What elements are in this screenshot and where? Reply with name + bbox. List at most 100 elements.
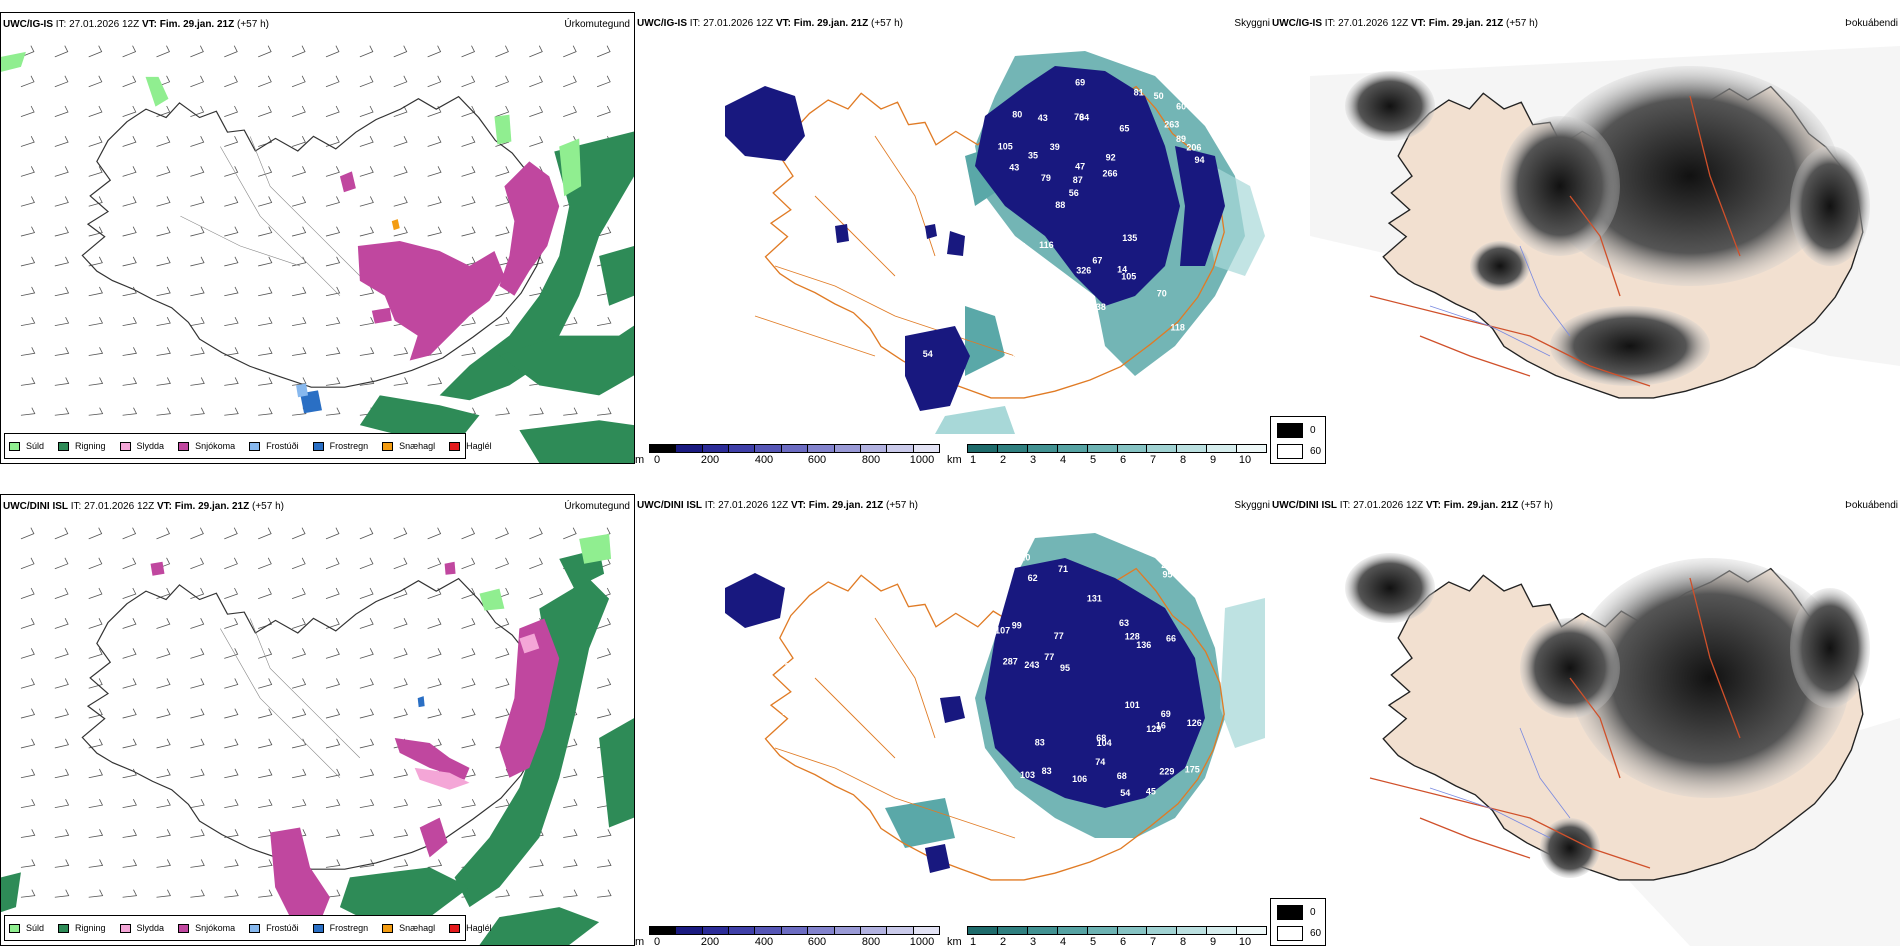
wind-barb <box>88 45 103 58</box>
wind-barb <box>88 527 103 540</box>
wind-barb <box>359 708 374 719</box>
cloud-base-value: 38 <box>1096 302 1106 312</box>
wind-barb <box>359 135 374 147</box>
wind-barb <box>258 166 273 177</box>
wind-barb <box>325 45 340 58</box>
wind-barb <box>393 105 408 118</box>
colorbar-tick: 9 <box>1209 936 1217 946</box>
colorbar-cell <box>1147 445 1178 452</box>
fog-swatch <box>1277 926 1303 941</box>
wind-barb <box>393 708 408 719</box>
colorbar-cell <box>702 927 730 934</box>
wind-barb <box>190 135 205 147</box>
wind-barb <box>122 678 137 689</box>
wind-barb <box>325 196 340 207</box>
wind-barb <box>393 45 408 58</box>
legend-label: Frostúði <box>266 441 299 451</box>
wind-barb <box>258 738 273 749</box>
wind-barb <box>224 889 239 898</box>
cloud-base-value: 63 <box>1119 618 1129 628</box>
wind-barb <box>393 587 408 600</box>
colorbar-unit: km <box>947 936 962 946</box>
legend-item: Slydda <box>119 923 164 933</box>
wind-barb <box>461 527 476 540</box>
wind-barb <box>359 798 375 809</box>
wind-barb <box>88 135 103 147</box>
cloud-panel-row2: UWC/DINI ISL IT: 27.01.2026 12Z VT: Fim.… <box>635 494 1270 946</box>
cloud-base-value: 35 <box>1028 151 1038 161</box>
cloud-base-value: 263 <box>1164 120 1179 130</box>
wind-barb <box>156 798 171 809</box>
fog-legend: 0 60 <box>1270 416 1326 464</box>
wind-barb <box>190 75 205 88</box>
wind-barb <box>224 587 239 600</box>
wind-barb <box>122 256 137 267</box>
wind-barb <box>20 407 36 416</box>
legend-label: Rigning <box>75 441 106 451</box>
wind-barb <box>292 347 307 356</box>
colorbar-cell <box>913 927 939 934</box>
wind-barb <box>122 798 137 809</box>
colorbar-tick: 600 <box>807 454 827 464</box>
wind-barb <box>563 105 577 118</box>
wind-barb <box>20 527 35 540</box>
wind-barb <box>393 166 408 177</box>
colorbar-cell <box>887 927 914 934</box>
wind-barb <box>224 105 239 118</box>
wind-barb <box>461 798 476 809</box>
cloud-base-value: 66 <box>1166 634 1176 644</box>
wind-barb <box>54 286 70 297</box>
colorbar-unit: m <box>635 454 645 464</box>
wind-barb <box>393 798 409 809</box>
precip-map <box>1 37 634 463</box>
colorbar-cell <box>702 445 730 452</box>
wind-barb <box>495 407 510 416</box>
wind-barb <box>258 768 273 779</box>
wind-barb <box>122 829 137 838</box>
legend-item: Súld <box>9 441 44 451</box>
model-name: UWC/IG-IS <box>637 18 687 29</box>
wind-barb <box>461 316 476 327</box>
cloud-base-value: 70 <box>1157 288 1167 298</box>
cloud-base-value: 287 <box>1003 656 1018 666</box>
wind-barb <box>122 347 137 356</box>
wind-barb <box>427 226 442 237</box>
wind-barb <box>190 407 205 416</box>
cloud-base-value: 120 <box>1180 562 1195 572</box>
wind-barb <box>325 678 340 689</box>
colorbar-cell <box>729 927 756 934</box>
wind-barb <box>461 617 476 629</box>
wind-barb <box>495 75 510 88</box>
cloud-base-value: 115 <box>784 662 799 672</box>
wind-barb <box>291 226 307 237</box>
wind-barb <box>359 347 375 356</box>
cloud-base-value: 104 <box>1097 738 1112 748</box>
vt-label: VT: <box>1425 500 1441 511</box>
wind-barb <box>224 859 239 868</box>
wind-barb <box>122 889 138 898</box>
wind-barb <box>88 859 104 868</box>
cloud-base-colorbar: m 0 200 400 600 800 1000 <box>635 924 940 946</box>
cloud-base-value: 232 <box>876 224 891 234</box>
wind-barb <box>325 286 341 297</box>
cloud-base-value: 229 <box>1159 767 1174 777</box>
lead-time: (+57 h) <box>886 500 918 511</box>
fog-swatch <box>1277 905 1303 920</box>
wind-barb <box>54 316 70 327</box>
wind-barb <box>427 708 442 719</box>
wind-barb <box>122 316 137 327</box>
wind-barb <box>495 196 510 207</box>
legend-swatch <box>9 923 20 933</box>
cloud-base-value: 95 <box>1060 663 1070 673</box>
wind-barb <box>359 829 375 838</box>
colorbar-cell <box>913 445 939 452</box>
wind-barb <box>291 738 307 749</box>
it-label: IT: <box>704 500 716 511</box>
cloud-base-value: 131 <box>1087 593 1102 603</box>
wind-barb <box>325 407 341 416</box>
wind-barb <box>461 166 476 177</box>
wind-barb <box>563 45 577 58</box>
wind-barb <box>156 407 171 416</box>
cloud-base-value: 43 <box>834 69 844 79</box>
wind-barb <box>88 587 103 600</box>
